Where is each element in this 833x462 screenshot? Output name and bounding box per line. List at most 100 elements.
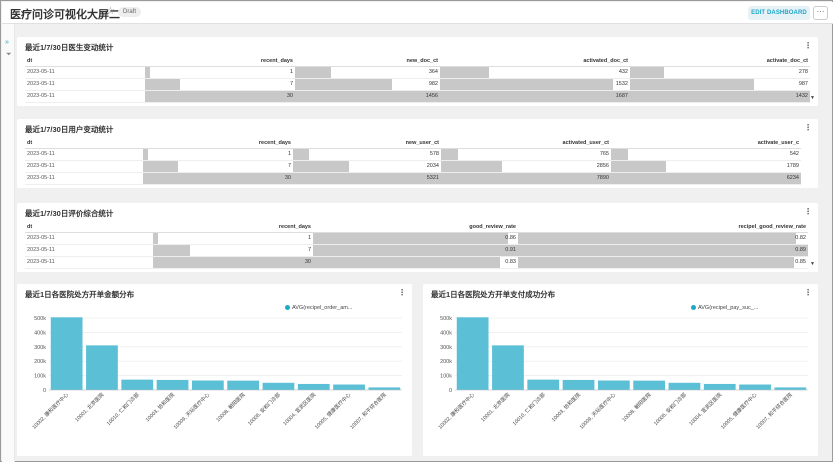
cell-bar	[630, 90, 810, 102]
data-table: dt recent_days new_user_ct activated_user_c…	[25, 138, 801, 185]
cell-bar	[153, 256, 313, 268]
table-row: 2023-05-11 7 982 1532 987	[25, 78, 810, 91]
y-tick-label: 400k	[34, 330, 46, 336]
column-header[interactable]: activated_user_ct	[441, 138, 611, 149]
y-tick-label: 400k	[440, 330, 452, 336]
bar	[333, 384, 365, 390]
column-header[interactable]: recent_days	[145, 56, 295, 67]
x-tick-label: 10005, 健康医疗中心	[313, 391, 353, 431]
expand-arrow-icon[interactable]: »	[5, 39, 9, 46]
cell-bar	[518, 244, 808, 256]
table-cell: 1789	[611, 160, 801, 173]
chart-title: 最近1日各医院处方开单支付成功分布	[431, 290, 556, 299]
bar-chart: 0 100k 200k 300k 400k 500k 10002, 康和医疗中心 10001,…	[30, 316, 402, 431]
table-cell: 1	[143, 148, 293, 161]
cell-bar	[518, 232, 797, 244]
y-tick-label: 0	[43, 388, 46, 394]
table-cell: 0.89	[518, 244, 808, 257]
cell-value: 7890	[596, 175, 609, 181]
bar	[156, 379, 189, 390]
cell-bar	[143, 160, 178, 172]
cell-value: 7	[307, 247, 311, 253]
more-options-button[interactable]: ···	[813, 6, 828, 20]
bar	[668, 382, 701, 390]
chart-legend[interactable]: AVG(recipel_pay_suc_...	[691, 305, 758, 311]
x-tick-label: 10001, 北京医院	[73, 390, 106, 423]
table-cell: 982	[295, 78, 440, 91]
bar	[86, 345, 118, 390]
user-change-table-panel: 最近1/7/30日用户变动统计 ⋮ dt recent_days new_user_…	[17, 119, 818, 188]
table-cell: 2023-05-11	[25, 172, 143, 185]
favorite-star-icon[interactable]: ☆	[106, 6, 115, 17]
bar	[527, 379, 560, 390]
cell-value: 542	[789, 151, 799, 157]
filter-icon[interactable]: ⏷	[6, 51, 12, 58]
cell-value: 765	[599, 151, 609, 157]
cell-bar	[153, 244, 190, 256]
table-cell: 987	[630, 78, 810, 91]
table-cell: 7890	[441, 172, 611, 185]
column-header[interactable]: recent_days	[143, 138, 293, 149]
legend-label: AVG(recipel_pay_suc_...	[698, 305, 759, 311]
cell-value: 30	[284, 175, 291, 181]
cell-value: 1	[289, 69, 293, 75]
cell-bar	[313, 244, 518, 256]
y-tick-label: 300k	[440, 345, 452, 351]
table-cell: 0.82	[518, 232, 808, 245]
cell-value: 5321	[426, 175, 439, 181]
cell-bar	[440, 78, 613, 90]
x-tick-label: 10007, 和平综合医院	[754, 390, 794, 430]
bar	[492, 345, 524, 390]
cell-value: 30	[286, 93, 293, 99]
chart-menu-icon[interactable]: ⋮	[398, 288, 406, 297]
x-tick-label: 10003, 协和医院	[549, 390, 582, 423]
y-tick-label: 500k	[34, 316, 46, 322]
column-header[interactable]: activate_doc_ct	[630, 56, 810, 67]
table-cell: 2023-05-11	[25, 232, 153, 245]
table-cell: 765	[441, 148, 611, 161]
scroll-down-icon[interactable]: ▼	[810, 261, 815, 267]
column-header[interactable]: dt	[25, 138, 143, 149]
chart-menu-icon[interactable]: ⋮	[804, 288, 812, 297]
column-header[interactable]: good_review_rate	[313, 222, 518, 233]
panel-title: 最近1/7/30日评价综合统计	[25, 209, 114, 218]
cell-bar	[440, 90, 630, 102]
y-tick-label: 300k	[34, 345, 46, 351]
edit-dashboard-button[interactable]: EDIT DASHBOARD	[748, 6, 810, 20]
chart-title: 最近1日各医院处方开单金额分布	[25, 290, 135, 299]
bar	[121, 379, 154, 390]
panel-menu-icon[interactable]: ⋮	[804, 41, 812, 50]
column-header[interactable]: new_doc_ct	[295, 56, 440, 67]
column-header[interactable]: new_user_ct	[293, 138, 441, 149]
cell-bar	[313, 256, 500, 268]
panel-menu-icon[interactable]: ⋮	[804, 207, 812, 216]
cell-value: 1	[287, 151, 291, 157]
x-tick-label: 10007, 和平综合医院	[348, 390, 388, 430]
bar	[297, 383, 330, 390]
scroll-down-icon[interactable]: ▼	[810, 95, 815, 101]
cell-value: 987	[798, 81, 808, 87]
column-header[interactable]: activated_doc_ct	[440, 56, 630, 67]
table-row: 2023-05-11 7 0.91 0.89	[25, 244, 808, 257]
column-header[interactable]: recipel_good_review_rate	[518, 222, 808, 233]
column-header[interactable]: recent_days	[153, 222, 313, 233]
table-cell: 0.91	[313, 244, 518, 257]
bar	[562, 379, 595, 390]
panel-menu-icon[interactable]: ⋮	[804, 123, 812, 132]
cell-value: 1	[307, 235, 311, 241]
cell-bar	[295, 90, 440, 102]
bar-chart: 0 100k 200k 300k 400k 500k 10002, 康和医疗中心 10001,…	[436, 316, 808, 431]
panel-title: 最近1/7/30日医生变动统计	[25, 43, 114, 52]
cell-value: 0.86	[505, 235, 516, 241]
column-header[interactable]: activate_user_c	[611, 138, 801, 149]
y-tick-label: 500k	[440, 316, 452, 322]
column-header[interactable]: dt	[25, 56, 145, 67]
cell-bar	[518, 256, 794, 268]
dashboard-title[interactable]: 医疗问诊可视化大屏二	[10, 9, 120, 21]
chart-legend[interactable]: AVG(recipel_order_am...	[285, 305, 352, 311]
column-header[interactable]: dt	[25, 222, 153, 233]
cell-value: 0.89	[795, 247, 806, 253]
table-row: 2023-05-11 30 0.83 0.85	[25, 256, 808, 269]
dashboard-header: 医疗问诊可视化大屏二 ☆ Draft EDIT DASHBOARD ···	[2, 2, 833, 24]
cell-bar	[630, 78, 755, 90]
